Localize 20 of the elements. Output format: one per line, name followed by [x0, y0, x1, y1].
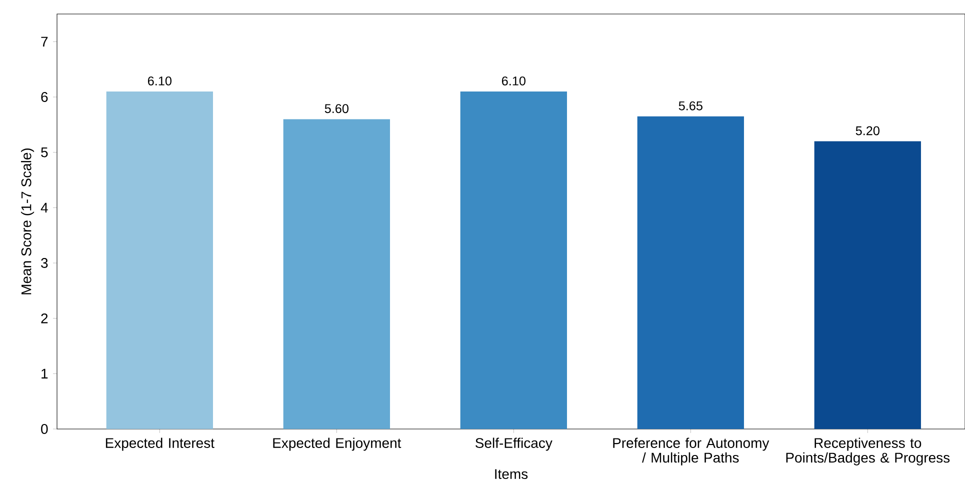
y-tick-label: 3 — [41, 258, 48, 268]
x-tick-label: Preference for Autonomy / Multiple Paths — [613, 438, 770, 466]
data-label: 6.10 — [502, 76, 526, 86]
y-tick-label: 2 — [41, 313, 48, 324]
x-tick-label: Expected Enjoyment — [273, 438, 402, 451]
y-tick-label: 0 — [41, 424, 48, 434]
data-label: 5.20 — [856, 126, 880, 136]
x-tick-label: Self-Efficacy — [476, 438, 552, 451]
data-label: 5.60 — [324, 104, 348, 114]
y-tick-label: 7 — [41, 36, 48, 46]
x-tick-label: Expected Interest — [106, 438, 214, 451]
y-tick-label: 4 — [40, 202, 48, 212]
y-tick-label: 6 — [41, 92, 48, 102]
y-tick-label: 5 — [41, 147, 48, 158]
y-tick-label: 1 — [42, 368, 48, 378]
x-axis-title: Items — [495, 469, 528, 480]
data-label: 5.65 — [678, 101, 702, 110]
data-label: 6.10 — [148, 76, 172, 86]
y-axis-title: Mean Score (1-7 Scale) — [20, 148, 34, 294]
x-tick-label: Receptiveness to Points/Badges & Progress — [786, 438, 950, 466]
